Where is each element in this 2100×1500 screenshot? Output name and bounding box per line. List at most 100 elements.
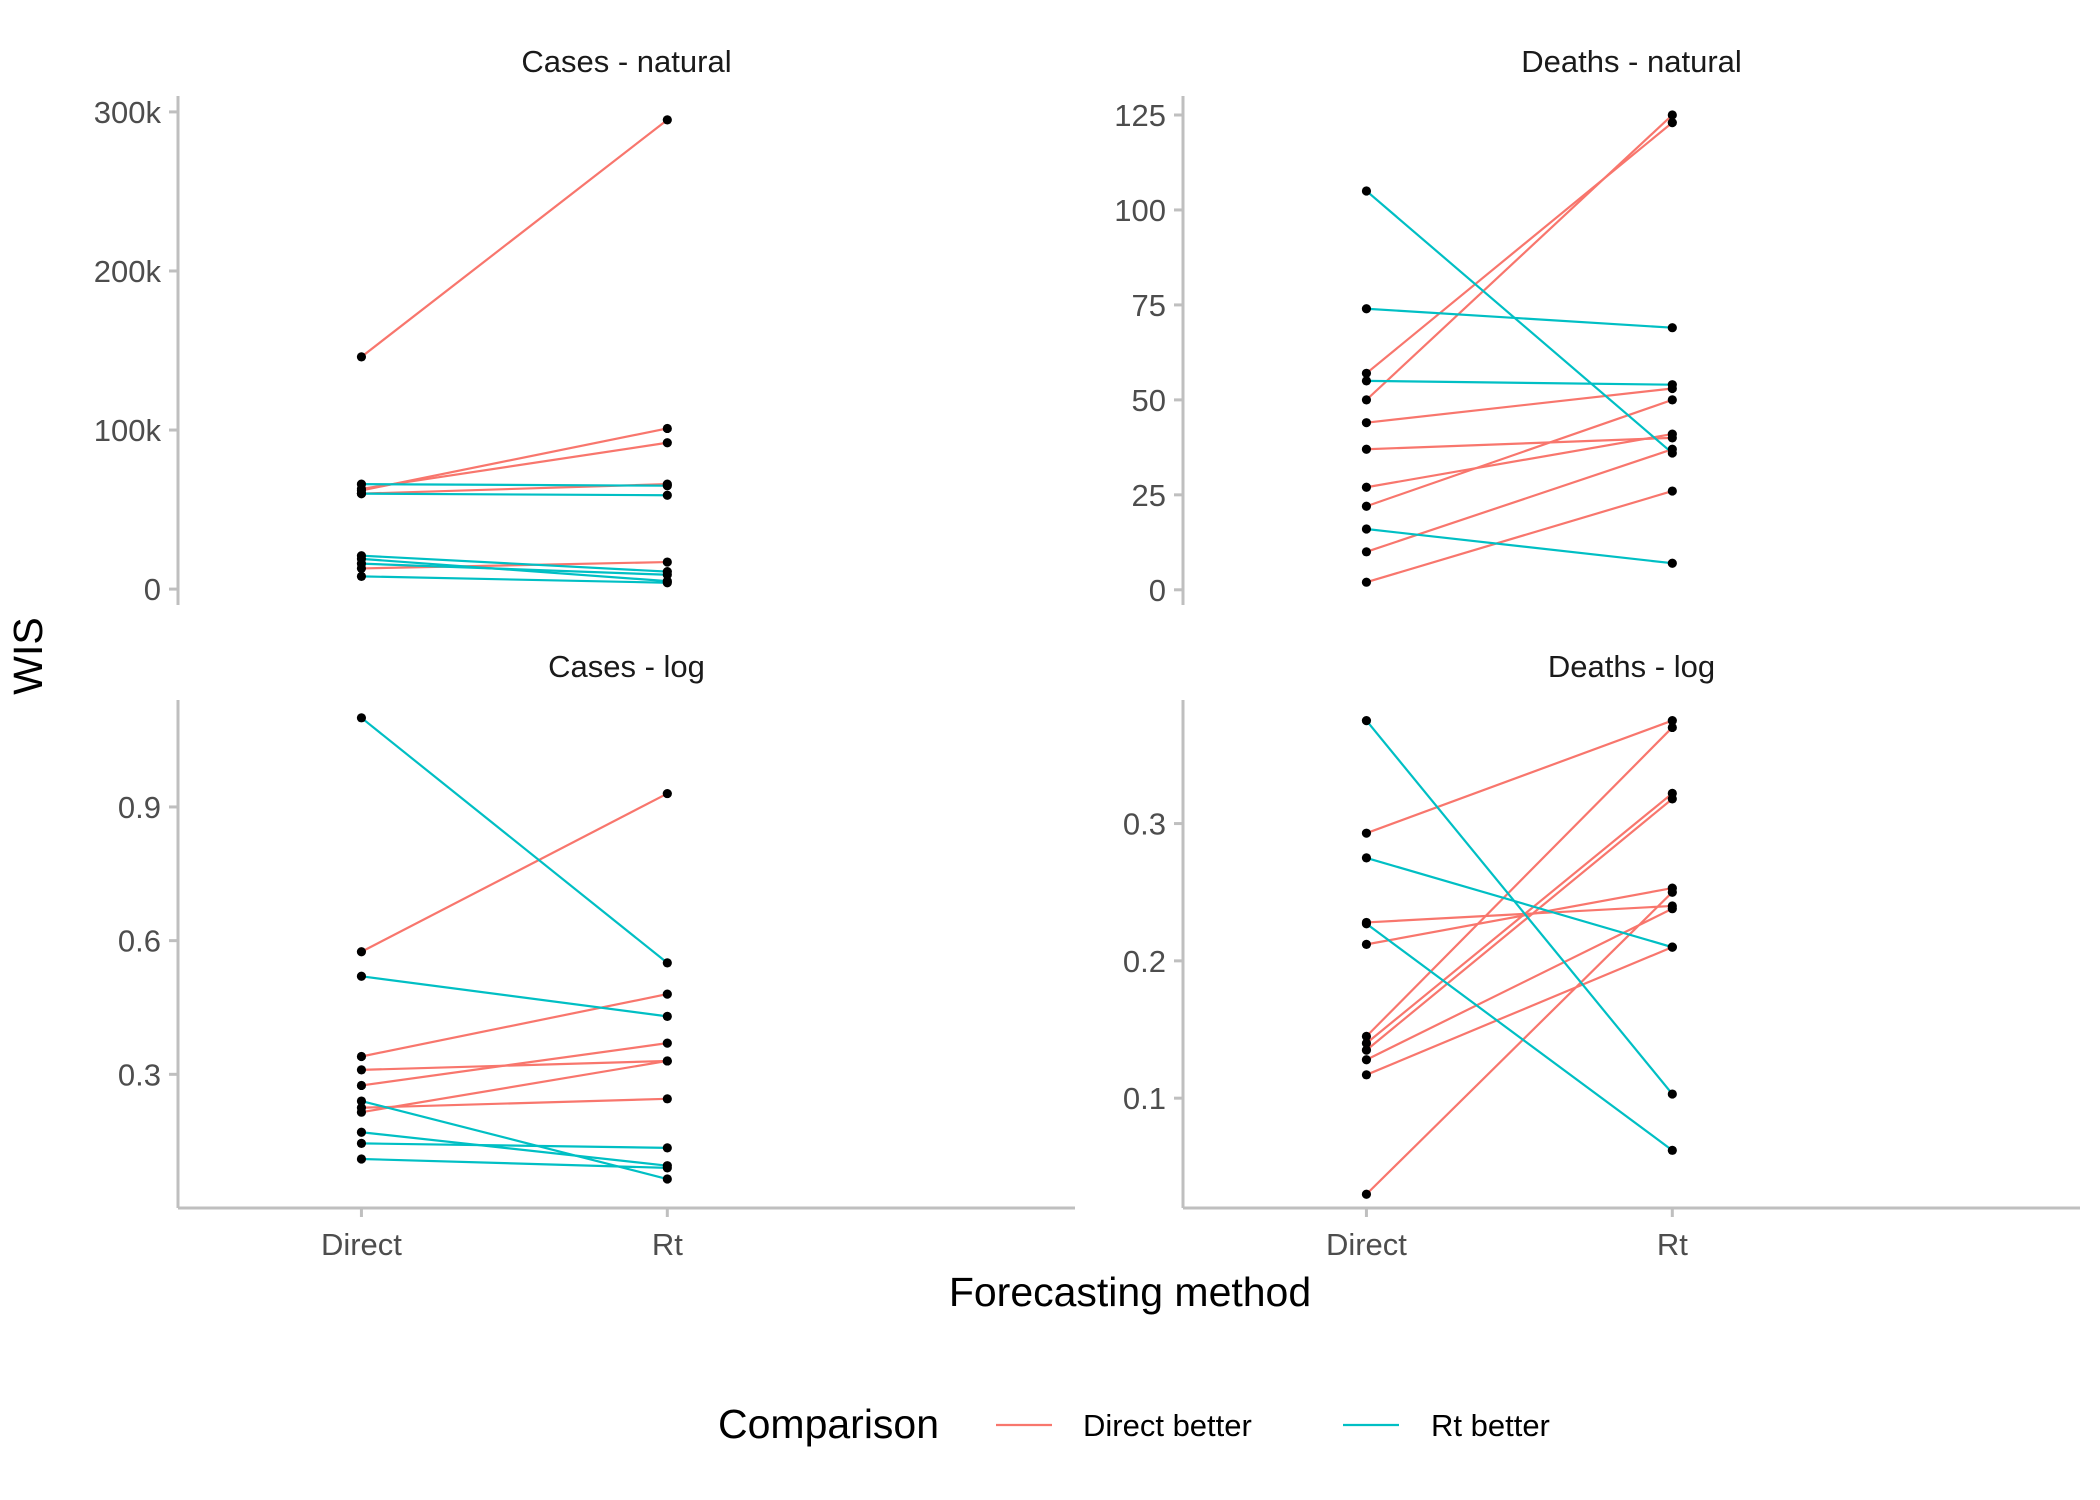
data-point [1361,304,1372,314]
data-point [1667,942,1677,952]
y-tick-label: 100k [94,413,162,448]
y-axis-title: WIS [5,617,51,694]
series-line-rt-better [361,575,668,584]
data-point [662,1094,672,1104]
series-line-direct-better [360,118,668,358]
series-line-direct-better [1365,891,1674,1196]
data-point [1667,323,1677,333]
data-point [662,481,672,491]
series-line-rt-better [1365,190,1674,454]
series-line-rt-better [1365,719,1674,1095]
series-line-rt-better [1366,379,1673,386]
data-point [1361,444,1372,454]
data-point [662,115,672,125]
facet-panels: Cases - natural 0 100k 200k 300k Deaths - nat… [94,44,2080,1262]
series-line-direct-better [1365,907,1673,1061]
data-point [1667,794,1677,804]
data-point [662,1038,672,1048]
data-point [662,1143,672,1153]
data-point [1667,722,1677,733]
y-tick-label: 0.3 [118,1057,161,1092]
legend-title: Comparison [718,1401,939,1447]
data-point [356,571,367,581]
data-point [662,570,672,580]
data-point [356,1065,367,1075]
series-line-rt-better [361,554,668,573]
series-line-rt-better [361,492,668,497]
data-point [356,559,367,569]
data-point [662,438,672,448]
data-point [356,1051,367,1062]
y-tick-label: 125 [1114,98,1166,133]
series-line-direct-better [1365,726,1674,1038]
series-line-direct-better [1366,398,1673,508]
data-point [1667,448,1677,458]
panel-title-cases-log: Cases - log [548,649,705,684]
series-line-direct-better [1365,798,1674,1051]
data-point [356,489,367,499]
x-tick-label-rt: Rt [652,1227,683,1262]
series-line-direct-better [1366,432,1673,489]
data-point [1667,904,1677,914]
data-point [1667,486,1677,496]
series-line-rt-better [361,483,668,487]
series-line-direct-better [1365,114,1674,401]
data-point [1361,853,1372,863]
data-point [1667,117,1677,128]
data-point [662,423,672,434]
series-line-direct-better [361,1042,668,1087]
data-point [1361,919,1372,929]
panel-title-cases-natural: Cases - natural [521,44,731,79]
data-point [356,1127,367,1137]
y-tick-label: 0.3 [1123,807,1166,842]
data-point [1667,715,1677,726]
y-tick-label: 0 [144,572,161,607]
x-axis-title: Forecasting method [949,1269,1311,1315]
panel-title-deaths-natural: Deaths - natural [1521,44,1742,79]
data-point [1361,501,1372,511]
data-point [1361,577,1372,587]
series-line-rt-better [361,1157,668,1169]
data-point [1361,376,1372,386]
y-tick-label: 0.9 [118,790,161,825]
y-tick-label: 200k [94,254,162,289]
data-point [1361,368,1372,378]
series-line-direct-better [1366,387,1673,424]
data-point [662,1056,672,1066]
y-tick-label: 300k [94,95,162,130]
y-tick-label: 0 [1149,573,1166,608]
series-line-direct-better [361,993,668,1058]
data-point [662,578,672,588]
series-line-direct-better [1366,887,1673,946]
data-point [1361,186,1372,196]
panel-title-deaths-log: Deaths - log [1548,649,1715,684]
y-tick-label: 0.6 [118,924,161,959]
data-point [662,1174,672,1184]
data-point [1361,1189,1372,1199]
data-point [662,1163,672,1173]
series-line-direct-better [361,1097,668,1109]
y-tick-label: 25 [1132,478,1166,513]
series-line-rt-better [360,716,669,964]
data-point [356,1080,367,1091]
data-point [662,989,672,999]
series-line-direct-better [361,560,668,570]
series-line-direct-better [361,1059,668,1071]
series-line-direct-better [361,441,668,490]
series-line-rt-better [1366,856,1673,949]
legend-label-rt-better: Rt better [1431,1408,1550,1443]
y-tick-label: 75 [1132,288,1166,323]
data-point [356,1096,367,1106]
series-line-rt-better [1366,307,1673,329]
data-point [1667,558,1677,568]
legend-label-direct-better: Direct better [1083,1408,1252,1443]
data-point [1667,380,1677,390]
series-line-direct-better [1366,904,1673,924]
series-line-rt-better [1365,922,1673,1152]
data-point [662,490,672,500]
data-point [1361,1031,1372,1041]
x-tick-label-direct: Direct [1326,1227,1407,1262]
series-line-direct-better [1365,121,1674,375]
series-line-direct-better [1366,489,1673,584]
